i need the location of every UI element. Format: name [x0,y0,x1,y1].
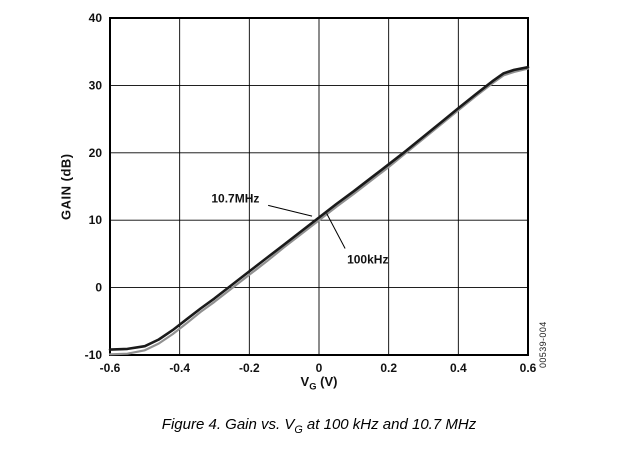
y-tick-label: -10 [85,348,103,362]
y-tick-label: 0 [95,281,102,295]
y-axis-label: GAIN (dB) [58,153,74,220]
y-tick-label: 10 [89,213,103,227]
x-axis-label-symbol: V [300,374,310,389]
x-tick-label: -0.2 [239,361,260,375]
document-number-watermark: 00539-004 [538,321,548,368]
x-axis-label-subscript: G [309,381,317,392]
caption-subscript: G [294,424,303,436]
annotation-label: 100kHz [347,252,388,266]
series-line-100kHz [108,67,530,356]
x-tick-label: -0.6 [100,361,121,375]
caption-prefix: Figure 4. Gain vs. V [161,416,295,433]
series-line-10.7MHz [108,65,530,351]
annotation-leader-line [326,213,346,249]
x-tick-label: 0.2 [380,361,397,375]
x-tick-label: 0 [316,361,323,375]
annotation-label: 10.7MHz [211,192,259,206]
x-axis-label-unit: (V) [316,374,338,389]
x-tick-label: -0.4 [169,361,190,375]
y-tick-label: 20 [89,146,103,160]
caption-suffix: at 100 kHz and 10.7 MHz [302,416,477,433]
figure-caption: Figure 4. Gain vs. VG at 100 kHz and 10.… [0,416,638,436]
x-tick-label: 0.4 [450,361,467,375]
x-axis-label: VG (V) [110,374,528,392]
y-tick-label: 30 [89,78,103,92]
y-tick-label: 40 [89,11,103,25]
annotation-leader-line [268,204,313,217]
plot-border [109,17,529,356]
x-tick-label: 0.6 [520,361,537,375]
